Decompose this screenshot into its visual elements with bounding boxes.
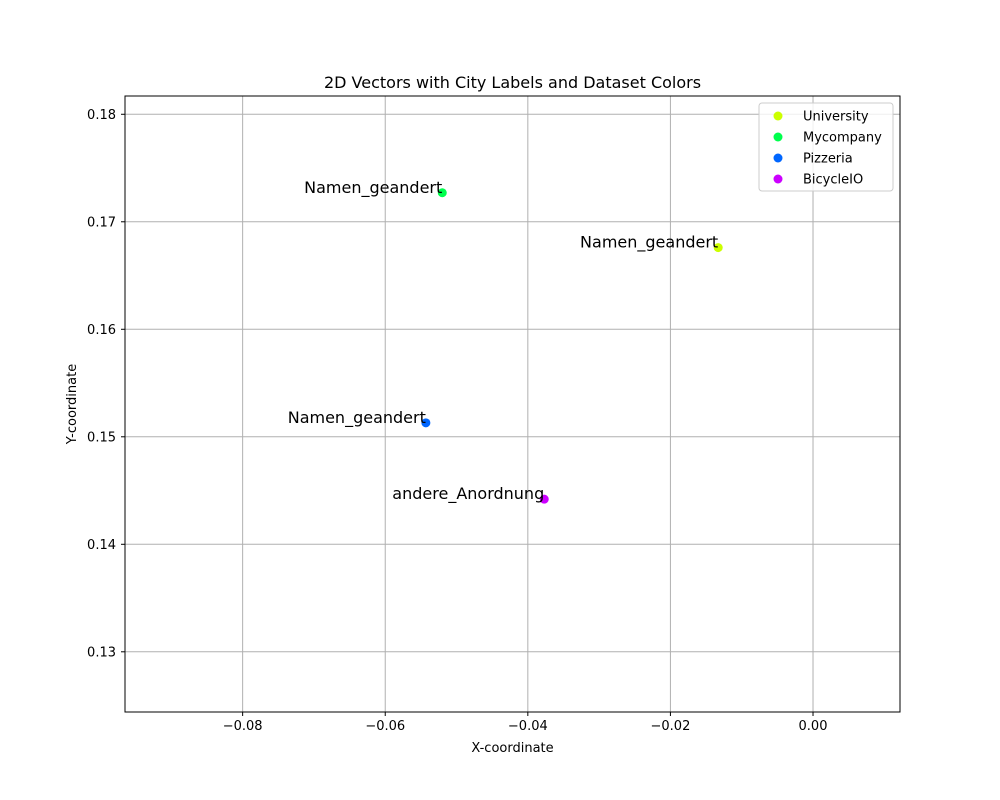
data-points: Namen_geandert Namen_geandert Namen_geande… [288, 178, 723, 504]
chart-title: 2D Vectors with City Labels and Dataset … [324, 73, 701, 92]
y-tick-label: 0.14 [87, 538, 116, 553]
legend-box [758, 102, 894, 192]
y-tick-label: 0.16 [87, 323, 116, 338]
data-point-university [713, 243, 723, 253]
x-tick-label: −0.06 [365, 719, 405, 734]
point-label-university: Namen_geandert [580, 233, 718, 253]
x-tick-label: −0.04 [508, 719, 548, 734]
point-label-mycompany: Namen_geandert [304, 178, 442, 198]
x-axis-label: X-coordinate [471, 741, 553, 756]
data-point-bicycleio [539, 494, 549, 504]
y-axis-label: Y-coordinate [65, 364, 80, 445]
legend-marker [773, 132, 783, 142]
point-label-bicycleio: andere_Anordnung [392, 484, 544, 504]
legend-marker [773, 111, 783, 121]
legend-entry: Pizzeria [803, 152, 853, 167]
legend-entry: Mycompany [803, 131, 882, 146]
legend-marker [773, 174, 783, 184]
data-point-mycompany [437, 188, 447, 198]
y-tick-label: 0.15 [87, 430, 116, 445]
legend: University Mycompany Pizzeria BicycleIO [758, 102, 894, 192]
y-tick-label: 0.17 [87, 215, 116, 230]
x-tick-label: 0.00 [799, 719, 828, 734]
axis-ticks: −0.08 −0.06 −0.04 −0.02 0.00 0.13 0.14 0.15 0.16… [87, 108, 827, 734]
legend-entry: University [803, 110, 869, 125]
x-tick-label: −0.08 [223, 719, 263, 734]
legend-entry: BicycleIO [803, 173, 863, 188]
data-point-pizzeria [421, 418, 431, 428]
grid [125, 96, 900, 712]
y-tick-label: 0.13 [87, 645, 116, 660]
legend-marker [773, 153, 783, 163]
y-tick-label: 0.18 [87, 108, 116, 123]
plot-frame [124, 95, 901, 713]
x-tick-label: −0.02 [651, 719, 691, 734]
point-label-pizzeria: Namen_geandert [288, 408, 426, 428]
